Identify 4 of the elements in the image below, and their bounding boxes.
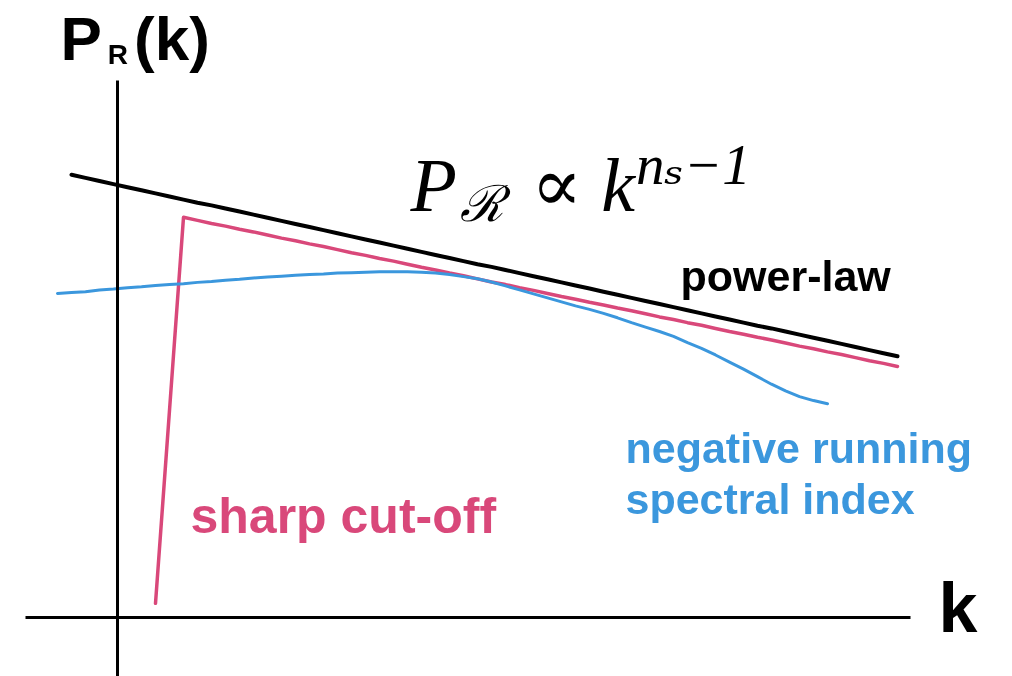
x-axis-title: k — [938, 569, 978, 648]
series-label: power-law — [680, 252, 892, 301]
series-label: negative running spectral index — [625, 424, 972, 524]
series-label: sharp cut-off — [190, 488, 497, 544]
